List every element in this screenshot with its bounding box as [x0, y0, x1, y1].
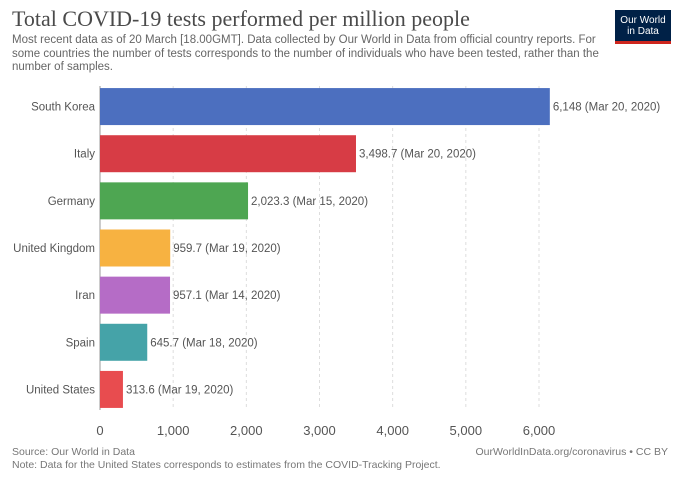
category-label: Italy [74, 149, 95, 161]
license-link[interactable]: OurWorldInData.org/coronavirus • CC BY [475, 446, 668, 458]
category-label: United States [26, 384, 95, 396]
x-tick-label: 3,000 [303, 423, 336, 438]
category-label: Spain [66, 337, 95, 349]
data-label: 313.6 (Mar 19, 2020) [126, 384, 234, 396]
owid-logo[interactable]: Our World in Data [615, 10, 671, 44]
x-tick-label: 0 [96, 423, 103, 438]
data-label: 959.7 (Mar 19, 2020) [173, 243, 281, 255]
data-label: 645.7 (Mar 18, 2020) [150, 337, 258, 349]
chart-title: Total COVID-19 tests performed per milli… [12, 6, 470, 31]
data-label: 3,498.7 (Mar 20, 2020) [359, 149, 476, 161]
footer-notes: Source: Our World in Data Note: Data for… [12, 446, 441, 472]
bar-spain[interactable] [100, 323, 148, 361]
bar-italy[interactable] [100, 135, 356, 173]
category-label: Iran [75, 290, 95, 302]
category-label: United Kingdom [13, 243, 95, 255]
bar-united-kingdom[interactable] [100, 229, 171, 267]
category-label: Germany [48, 196, 96, 208]
category-label: South Korea [31, 102, 96, 114]
data-note: Note: Data for the United States corresp… [12, 459, 441, 471]
data-label: 6,148 (Mar 20, 2020) [553, 102, 661, 114]
source-note: Source: Our World in Data [12, 446, 135, 458]
bar-united-states[interactable] [100, 370, 123, 408]
x-tick-label: 2,000 [230, 423, 263, 438]
logo-line-1: Our World [620, 14, 666, 26]
bar-germany[interactable] [100, 182, 249, 220]
x-tick-label: 1,000 [157, 423, 190, 438]
x-tick-label: 5,000 [450, 423, 483, 438]
bar-iran[interactable] [100, 276, 171, 314]
logo-line-2: in Data [627, 25, 659, 37]
chart-subtitle: Most recent data as of 20 March [18.00GM… [12, 34, 599, 73]
data-label: 957.1 (Mar 14, 2020) [173, 290, 281, 302]
bar-south-korea[interactable] [100, 88, 550, 126]
x-tick-label: 6,000 [523, 423, 556, 438]
x-tick-label: 4,000 [376, 423, 409, 438]
data-label: 2,023.3 (Mar 15, 2020) [251, 196, 368, 208]
